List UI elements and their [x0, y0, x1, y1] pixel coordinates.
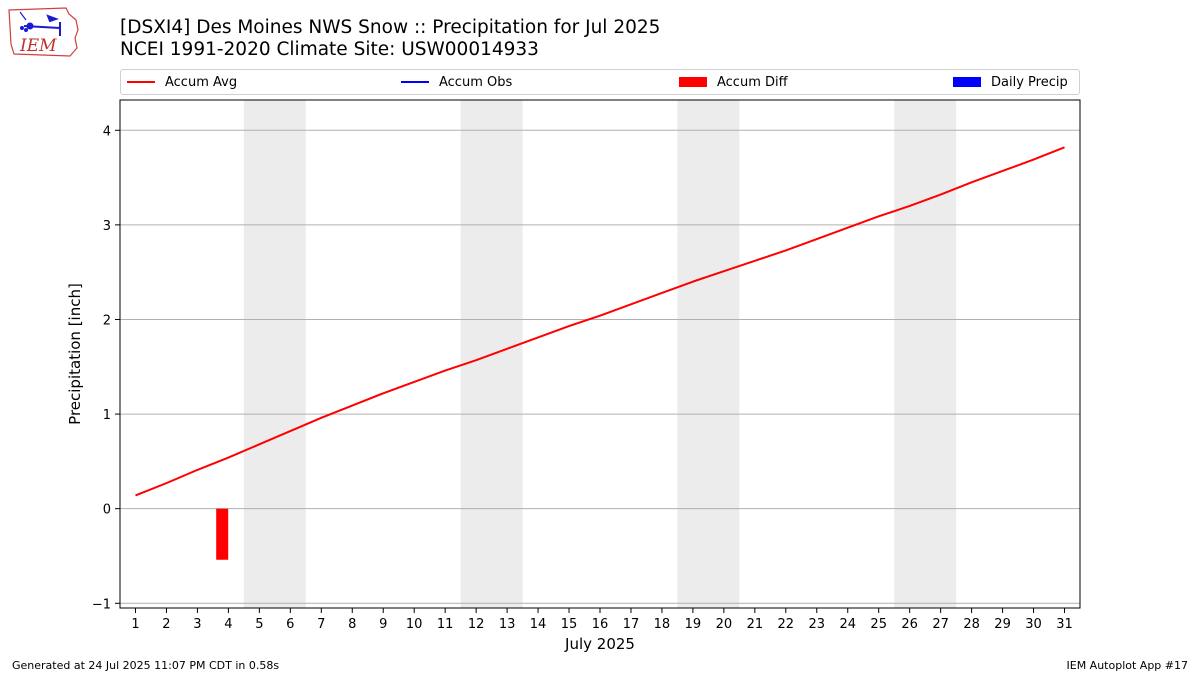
x-tick-label: 21 — [747, 617, 764, 632]
x-tick-label: 8 — [348, 617, 356, 632]
title-line-2: NCEI 1991-2020 Climate Site: USW00014933 — [120, 39, 539, 60]
legend-swatch-accum-obs — [401, 81, 429, 83]
x-tick-label: 9 — [379, 617, 387, 632]
x-tick-label: 27 — [932, 617, 949, 632]
x-tick-label: 11 — [437, 617, 454, 632]
weekend-band — [677, 100, 740, 608]
x-tick-label: 24 — [839, 617, 856, 632]
x-tick-label: 14 — [530, 617, 547, 632]
weekend-shading — [243, 100, 957, 608]
x-tick-label: 18 — [654, 617, 671, 632]
x-tick-label: 20 — [716, 617, 733, 632]
accum-diff-bar — [216, 508, 229, 560]
x-tick-label: 29 — [994, 617, 1011, 632]
title-line-1: [DSXI4] Des Moines NWS Snow :: Precipita… — [120, 17, 661, 38]
x-tick-label: 31 — [1056, 617, 1073, 632]
logo-text: IEM — [20, 36, 57, 56]
legend: Accum Avg Accum Obs Accum Diff Daily Pre… — [120, 69, 1080, 95]
legend-swatch-accum-avg — [127, 81, 155, 83]
y-tick-label: 1 — [103, 408, 111, 423]
footer-app-text: IEM Autoplot App #17 — [1066, 659, 1189, 672]
accum-avg-line-group — [135, 146, 1065, 497]
x-tick-label: 17 — [623, 617, 640, 632]
x-tick-label: 12 — [468, 617, 485, 632]
legend-label: Accum Diff — [717, 74, 788, 90]
legend-label: Accum Avg — [165, 74, 238, 90]
x-tick-label: 19 — [685, 617, 702, 632]
x-tick-label: 30 — [1025, 617, 1042, 632]
legend-label: Accum Obs — [439, 74, 513, 90]
x-tick-label: 2 — [162, 617, 170, 632]
x-tick-label: 15 — [561, 617, 578, 632]
x-tick-label: 22 — [778, 617, 795, 632]
x-tick-label: 10 — [406, 617, 423, 632]
y-tick-label: 0 — [103, 503, 111, 518]
legend-swatch-daily-precip — [953, 77, 981, 87]
y-axis-ticks: −1 0 1 2 3 4 — [92, 124, 120, 612]
legend-swatch-accum-diff — [679, 77, 707, 87]
x-tick-label: 26 — [901, 617, 918, 632]
iem-logo: IEM — [6, 4, 82, 60]
chart-title: [DSXI4] Des Moines NWS Snow :: Precipita… — [120, 17, 660, 61]
x-tick-label: 1 — [131, 617, 139, 632]
x-tick-label: 6 — [286, 617, 294, 632]
accum-diff-bars — [216, 508, 229, 560]
x-tick-label: 16 — [592, 617, 609, 632]
x-tick-label: 13 — [499, 617, 516, 632]
legend-item-accum-diff: Accum Diff — [679, 70, 788, 94]
weekend-band — [894, 100, 957, 608]
accum-avg-line — [135, 146, 1065, 497]
iowa-outline-icon — [8, 7, 79, 57]
x-tick-label: 3 — [193, 617, 201, 632]
x-axis-label: July 2025 — [564, 635, 635, 653]
x-tick-label: 4 — [224, 617, 232, 632]
weather-station-icon — [19, 11, 61, 36]
x-axis-ticks: 1 2 3 4 5 6 7 8 9 10 11 12 13 14 15 16 17 18 19 20 21 22 23 24 2… — [131, 608, 1073, 632]
legend-item-accum-obs: Accum Obs — [401, 70, 512, 94]
y-tick-label: 2 — [103, 313, 111, 328]
y-axis-label: Precipitation [inch] — [66, 283, 84, 425]
x-tick-label: 23 — [809, 617, 826, 632]
x-tick-label: 7 — [317, 617, 325, 632]
x-tick-label: 5 — [255, 617, 263, 632]
footer-generated-text: Generated at 24 Jul 2025 11:07 PM CDT in… — [12, 659, 280, 672]
weekend-band — [243, 100, 306, 608]
y-tick-label: 4 — [103, 124, 111, 139]
y-tick-label: −1 — [92, 597, 111, 612]
legend-item-accum-avg: Accum Avg — [127, 70, 237, 94]
horizontal-gridlines — [120, 129, 1080, 604]
legend-label: Daily Precip — [991, 74, 1068, 90]
x-tick-label: 28 — [963, 617, 980, 632]
x-tick-label: 25 — [870, 617, 887, 632]
legend-item-daily-precip: Daily Precip — [953, 70, 1068, 94]
y-tick-label: 3 — [103, 219, 111, 234]
